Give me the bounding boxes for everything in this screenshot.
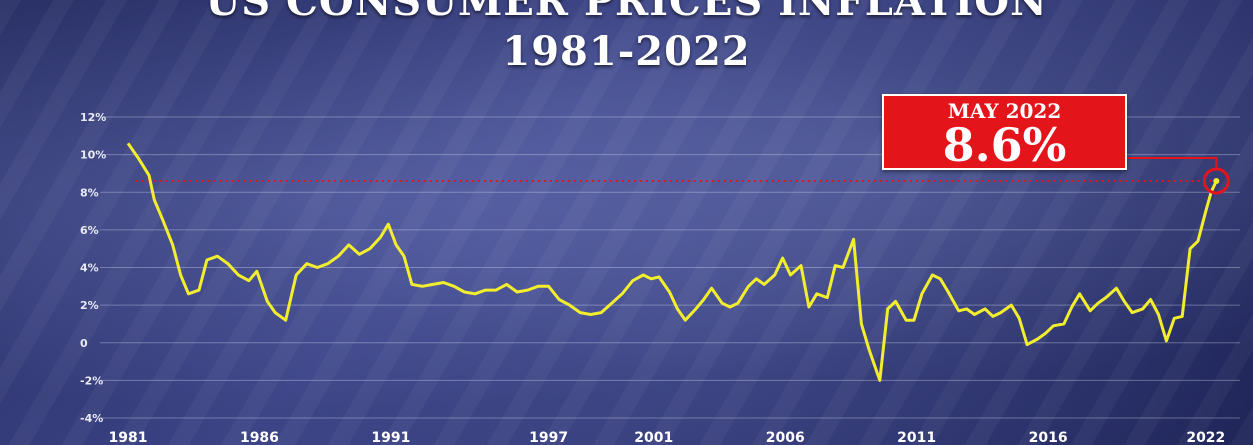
series-line-0 (126, 142, 1218, 382)
marker-group (1202, 167, 1230, 195)
x-tick-label: 2001 (634, 430, 673, 445)
chart-title: US CONSUMER PRICES INFLATION (205, 0, 1048, 25)
circle-highlight-icon (1202, 167, 1230, 195)
y-tick-label: -2% (80, 374, 103, 387)
y-tick-label: 10% (80, 149, 106, 162)
series-inflation (126, 142, 1218, 382)
x-axis-ticks: 1981 1986 1991 1997 2001 2006 2011 2016 2022 (109, 430, 1226, 445)
y-tick-label: 0 (80, 337, 88, 350)
callout-box: MAY 2022 8.6% (882, 94, 1127, 170)
y-axis-ticks: 12% 10% 8% 6% 4% 2% 0 -2% -4% (80, 111, 106, 425)
x-tick-label: 1997 (529, 430, 568, 445)
chart-subtitle: 1981-2022 (502, 28, 751, 75)
x-tick-label: 2022 (1186, 430, 1225, 445)
x-tick-label: 2011 (897, 430, 936, 445)
data-point-may-2022 (1213, 177, 1220, 184)
x-tick-label: 1986 (240, 430, 279, 445)
x-tick-label: 1981 (109, 430, 148, 445)
callout-connector (1127, 157, 1218, 169)
y-tick-label: 12% (80, 111, 106, 124)
y-tick-label: 6% (80, 224, 99, 237)
x-tick-label: 1991 (371, 430, 410, 445)
callout-label: MAY 2022 (947, 99, 1062, 123)
x-tick-label: 2006 (766, 430, 805, 445)
callout-value: 8.6% (942, 118, 1067, 172)
x-tick-label: 2016 (1029, 430, 1068, 445)
y-tick-label: 2% (80, 299, 99, 312)
y-tick-label: -4% (80, 412, 103, 425)
y-tick-label: 8% (80, 186, 99, 199)
y-tick-label: 4% (80, 262, 99, 275)
